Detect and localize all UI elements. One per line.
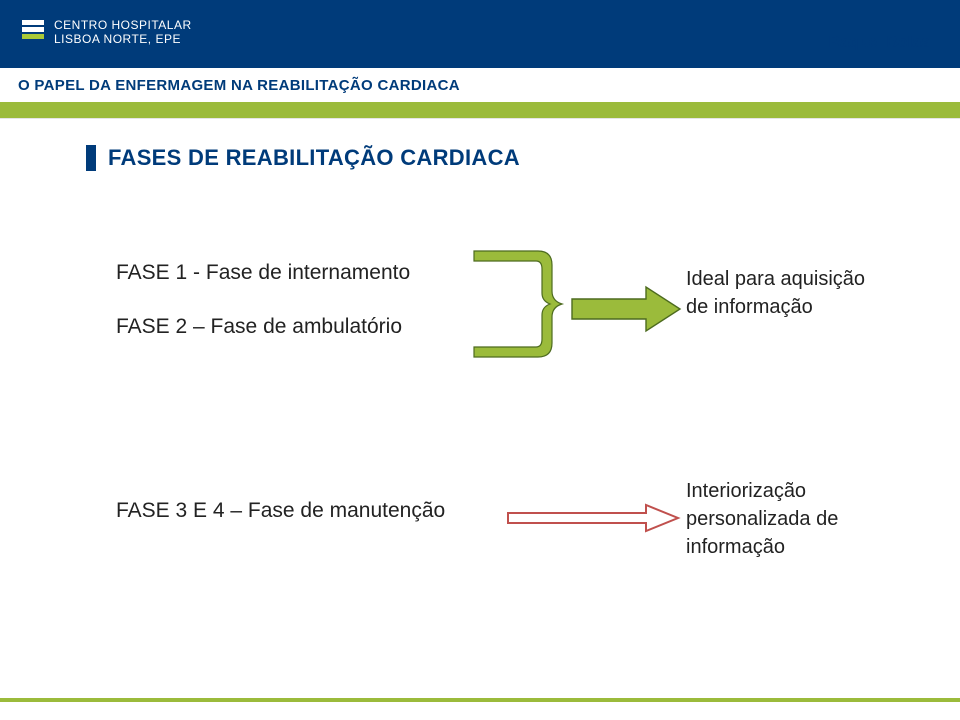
subtitle-band: O PAPEL DA ENFERMAGEM NA REABILITAÇÃO CA…	[0, 68, 960, 102]
phase-group-2: FASE 3 E 4 – Fase de manutenção Interior…	[0, 461, 960, 571]
arrow-right-outline-icon	[506, 501, 682, 535]
phase-1-label: FASE 1 - Fase de internamento	[116, 261, 410, 285]
heading-text: FASES DE REABILITAÇÃO CARDIACA	[108, 145, 520, 171]
logo-text: CENTRO HOSPITALAR LISBOA NORTE, EPE	[54, 18, 192, 46]
logo-line2: LISBOA NORTE, EPE	[54, 32, 192, 46]
phase-2-label: FASE 2 – Fase de ambulatório	[116, 315, 402, 339]
bracket-icon	[466, 249, 566, 361]
section-heading: FASES DE REABILITAÇÃO CARDIACA	[86, 145, 960, 171]
group1-note-line1: Ideal para aquisição	[686, 265, 865, 293]
group1-note-line2: de informação	[686, 293, 865, 321]
group1-note: Ideal para aquisição de informação	[686, 265, 865, 321]
content-area: FASE 1 - Fase de internamento FASE 2 – F…	[0, 261, 960, 571]
group2-note-line3: informação	[686, 533, 838, 561]
header-bar: CENTRO HOSPITALAR LISBOA NORTE, EPE	[0, 0, 960, 68]
subtitle-text: O PAPEL DA ENFERMAGEM NA REABILITAÇÃO CA…	[18, 77, 460, 94]
group2-note-line2: personalizada de	[686, 505, 838, 533]
thin-divider	[0, 118, 960, 119]
group2-note: Interiorização personalizada de informaç…	[686, 477, 838, 561]
logo-mark-icon	[22, 20, 44, 39]
footer-divider	[0, 698, 960, 702]
author-name: Raquel Bolas	[829, 34, 930, 52]
arrow-right-icon	[568, 279, 686, 339]
phase-3-4-label: FASE 3 E 4 – Fase de manutenção	[116, 499, 445, 523]
green-divider	[0, 102, 960, 118]
group2-note-line1: Interiorização	[686, 477, 838, 505]
logo: CENTRO HOSPITALAR LISBOA NORTE, EPE	[22, 18, 960, 46]
phase-group-1: FASE 1 - Fase de internamento FASE 2 – F…	[0, 261, 960, 391]
logo-line1: CENTRO HOSPITALAR	[54, 18, 192, 32]
heading-bar-icon	[86, 145, 96, 171]
